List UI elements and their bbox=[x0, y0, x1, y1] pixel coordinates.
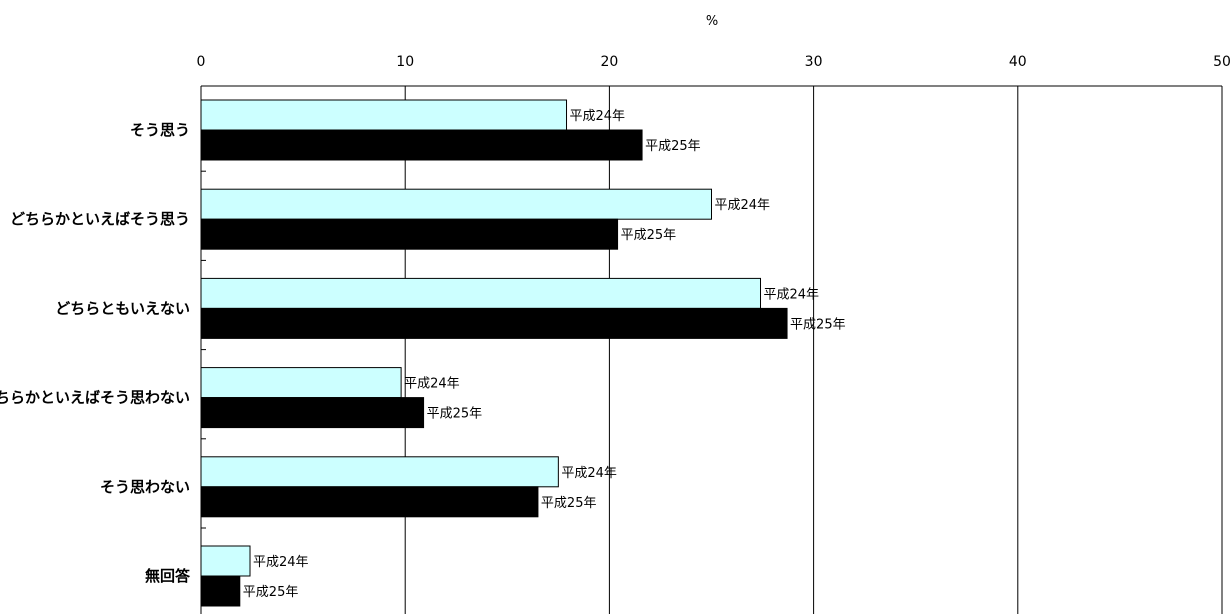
x-tick-label: 10 bbox=[396, 54, 414, 70]
category-label: どちらかといえばそう思わない bbox=[0, 389, 190, 407]
bar-series-label: 平成24年 bbox=[404, 377, 460, 392]
grid-lines bbox=[201, 85, 1223, 614]
x-tick-label: 30 bbox=[805, 54, 823, 70]
bar-series-label: 平成25年 bbox=[621, 228, 677, 243]
category-label: そう思う bbox=[130, 121, 190, 139]
bar-series-label: 平成24年 bbox=[764, 287, 820, 302]
bars-group: 平成24年平成25年平成24年平成25年平成24年平成25年平成24年平成25年… bbox=[200, 99, 846, 607]
bar bbox=[200, 188, 712, 220]
x-axis-unit-label: % bbox=[706, 14, 718, 29]
x-tick-label: 0 bbox=[197, 54, 206, 70]
bar bbox=[200, 307, 788, 339]
bar bbox=[200, 218, 619, 250]
bar-series-label: 平成25年 bbox=[645, 139, 701, 154]
category-label: 無回答 bbox=[145, 567, 191, 585]
category-label: そう思わない bbox=[100, 478, 190, 496]
x-tick-label: 40 bbox=[1009, 54, 1027, 70]
bar bbox=[200, 575, 241, 607]
category-label: どちらともいえない bbox=[55, 299, 190, 317]
bar bbox=[200, 99, 568, 131]
bar bbox=[200, 129, 643, 161]
bar bbox=[200, 545, 251, 577]
bar-series-label: 平成24年 bbox=[715, 198, 771, 213]
bar bbox=[200, 367, 402, 399]
bar-series-label: 平成24年 bbox=[570, 109, 626, 124]
bar-series-label: 平成25年 bbox=[243, 585, 299, 600]
x-tick-label: 50 bbox=[1213, 54, 1230, 70]
bar-series-label: 平成24年 bbox=[561, 466, 617, 481]
x-axis-ticks: 0 10 20 30 40 50 bbox=[197, 54, 1230, 70]
x-tick-label: 20 bbox=[600, 54, 618, 70]
category-labels: そう思うどちらかといえばそう思うどちらともいえないどちらかといえばそう思わないそ… bbox=[0, 121, 206, 585]
bar bbox=[200, 277, 762, 309]
bar-series-label: 平成25年 bbox=[541, 496, 597, 511]
bar bbox=[200, 456, 559, 488]
bar bbox=[200, 397, 425, 429]
bar-series-label: 平成24年 bbox=[253, 555, 309, 570]
bar-series-label: 平成25年 bbox=[427, 407, 483, 422]
bar-series-label: 平成25年 bbox=[790, 317, 846, 332]
bar bbox=[200, 486, 539, 518]
category-label: どちらかといえばそう思う bbox=[10, 210, 190, 228]
